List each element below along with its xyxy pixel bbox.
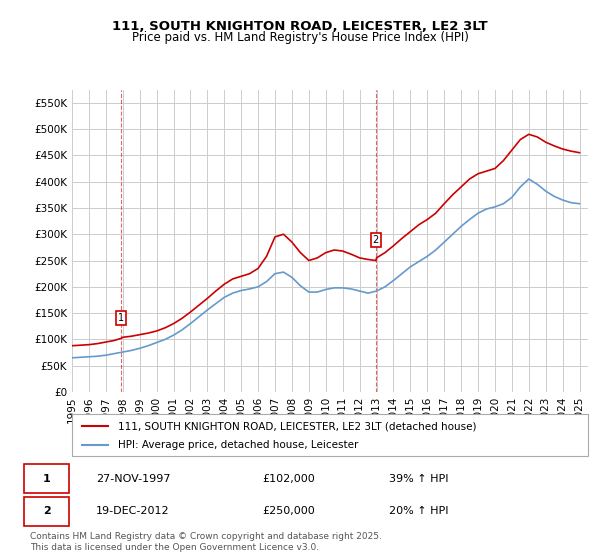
- Text: 39% ↑ HPI: 39% ↑ HPI: [389, 474, 448, 484]
- Text: 111, SOUTH KNIGHTON ROAD, LEICESTER, LE2 3LT: 111, SOUTH KNIGHTON ROAD, LEICESTER, LE2…: [112, 20, 488, 32]
- Text: £102,000: £102,000: [262, 474, 314, 484]
- Text: Contains HM Land Registry data © Crown copyright and database right 2025.
This d: Contains HM Land Registry data © Crown c…: [30, 532, 382, 552]
- FancyBboxPatch shape: [25, 464, 68, 493]
- Text: 2: 2: [43, 506, 50, 516]
- Text: 1: 1: [43, 474, 50, 484]
- Text: 19-DEC-2012: 19-DEC-2012: [96, 506, 170, 516]
- FancyBboxPatch shape: [25, 497, 68, 525]
- Text: HPI: Average price, detached house, Leicester: HPI: Average price, detached house, Leic…: [118, 440, 359, 450]
- Text: £250,000: £250,000: [262, 506, 314, 516]
- Text: 27-NOV-1997: 27-NOV-1997: [96, 474, 171, 484]
- FancyBboxPatch shape: [72, 414, 588, 456]
- Text: 111, SOUTH KNIGHTON ROAD, LEICESTER, LE2 3LT (detached house): 111, SOUTH KNIGHTON ROAD, LEICESTER, LE2…: [118, 421, 477, 431]
- Text: 2: 2: [373, 235, 379, 245]
- Text: Price paid vs. HM Land Registry's House Price Index (HPI): Price paid vs. HM Land Registry's House …: [131, 31, 469, 44]
- Text: 1: 1: [118, 312, 124, 323]
- Text: 20% ↑ HPI: 20% ↑ HPI: [389, 506, 448, 516]
